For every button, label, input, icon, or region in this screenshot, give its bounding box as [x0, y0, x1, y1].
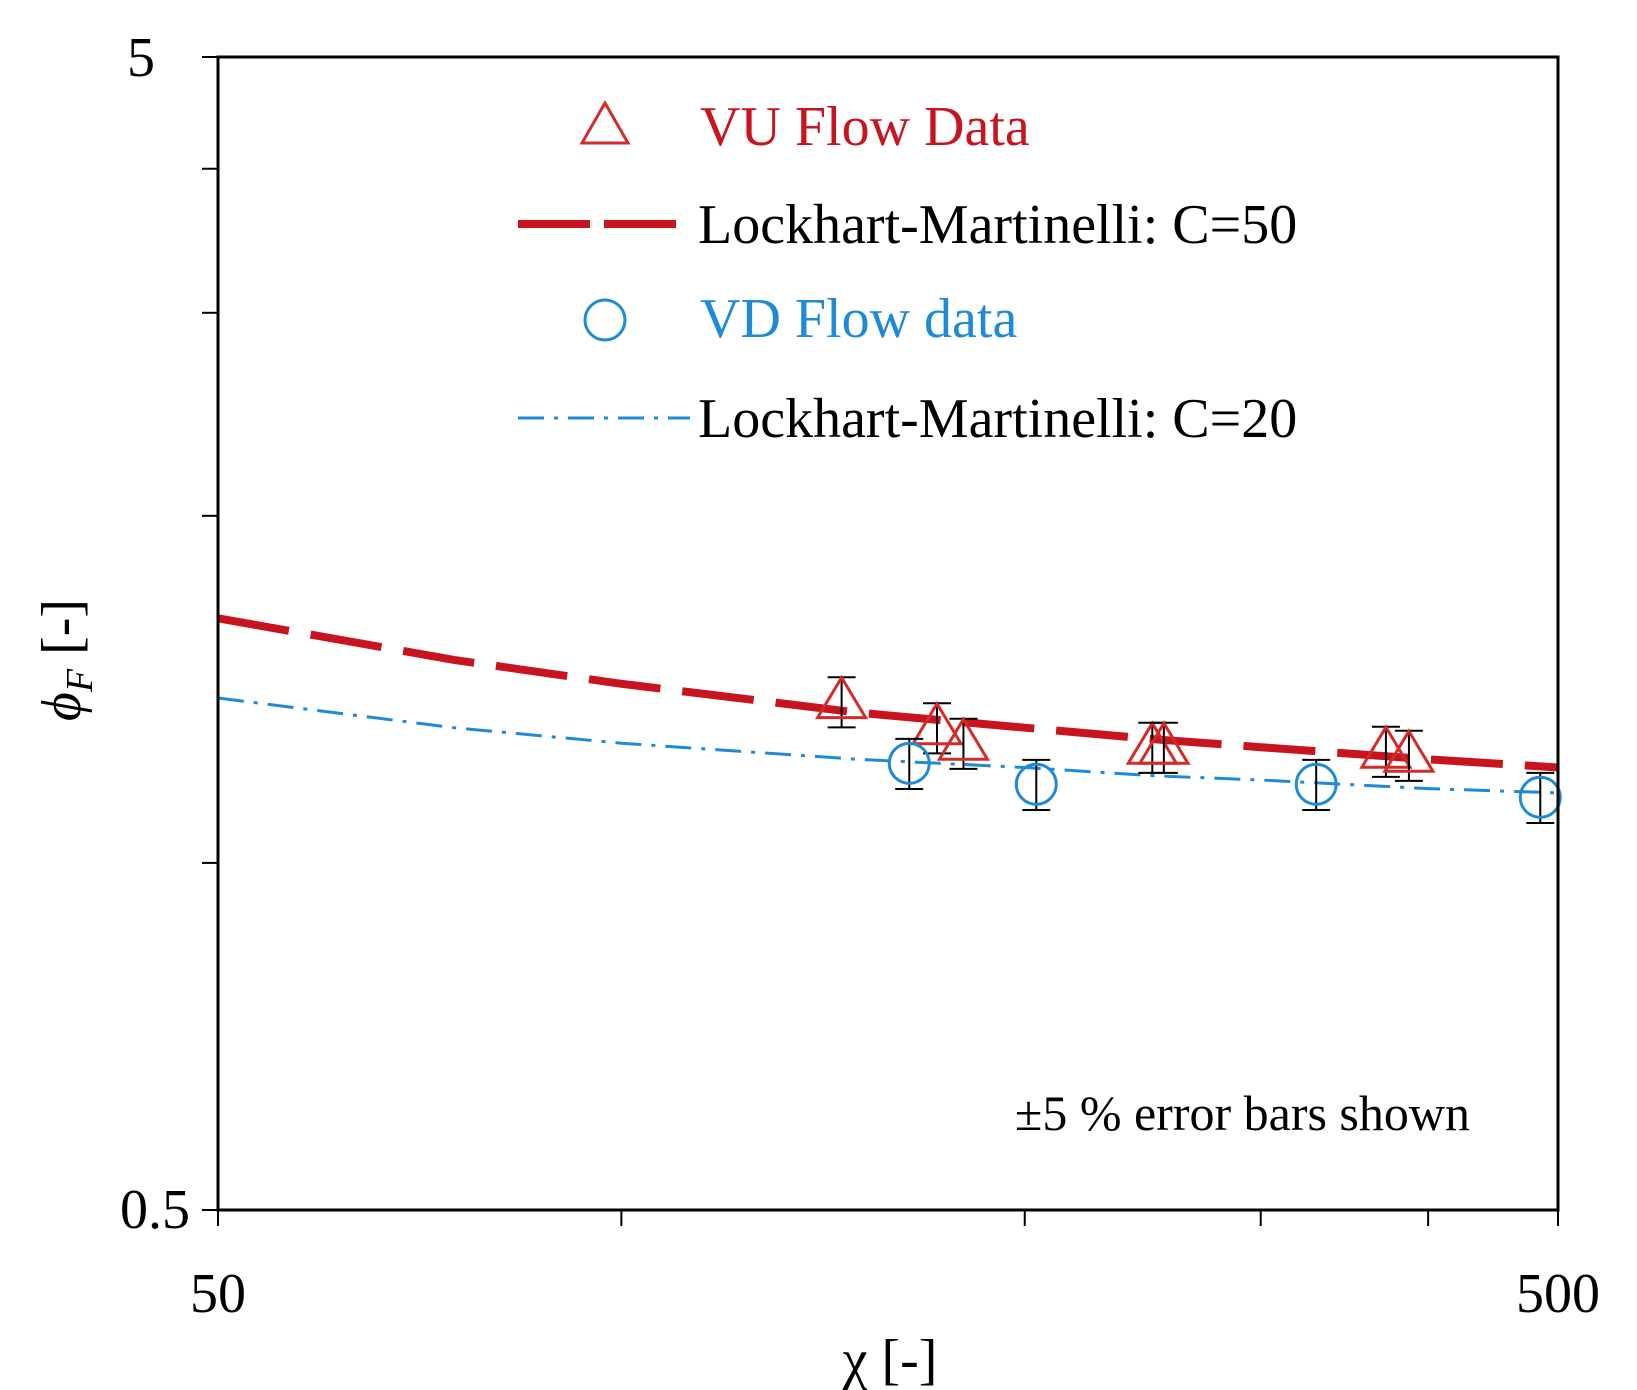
- legend-label-vu: VU Flow Data: [700, 96, 1030, 158]
- y-tick-label: 0.5: [120, 1179, 190, 1241]
- legend-item-vd: VD Flow data: [583, 288, 1017, 350]
- y-tick-label: 5: [127, 27, 155, 89]
- vu-data-point: [936, 716, 991, 770]
- vd-data-point: [1294, 758, 1338, 811]
- triangle-marker: [1382, 728, 1436, 773]
- svg-text:ϕF [-]: ϕF [-]: [31, 599, 101, 721]
- x-axis-title: χ [-]: [842, 1329, 938, 1390]
- triangle-marker: [1137, 720, 1191, 765]
- y-axis-subscript: F: [59, 668, 101, 693]
- y-axis-unit: [-]: [31, 599, 93, 669]
- vu-data-point: [1382, 728, 1436, 782]
- triangle-marker: [910, 700, 964, 746]
- triangle-marker: [814, 674, 869, 720]
- y-axis-symbol: ϕ: [31, 692, 93, 721]
- circle-marker: [887, 741, 931, 785]
- error-bar-note: ±5 % error bars shown: [1015, 1085, 1470, 1141]
- legend-label-vd: VD Flow data: [700, 288, 1017, 350]
- legend-triangle-marker: [579, 99, 631, 145]
- legend-label-lm20: Lockhart-Martinelli: C=20: [698, 388, 1297, 450]
- x-tick-label: 50: [190, 1263, 246, 1325]
- vd-data-point: [1014, 758, 1058, 811]
- x-tick-label: 500: [1516, 1263, 1600, 1325]
- series-layer: [217, 614, 1562, 824]
- legend-circle-marker: [583, 298, 627, 342]
- legend-item-lm50: Lockhart-Martinelli: C=50: [518, 194, 1297, 256]
- legend: VU Flow Data Lockhart-Martinelli: C=50 V…: [518, 96, 1297, 450]
- legend-item-lm20: Lockhart-Martinelli: C=20: [518, 388, 1297, 450]
- triangle-marker: [936, 716, 991, 761]
- circle-marker: [1014, 762, 1058, 806]
- vu-data-point: [1137, 720, 1191, 774]
- vd-data-point: [1518, 771, 1562, 824]
- circle-marker: [1518, 775, 1562, 819]
- legend-label-lm50: Lockhart-Martinelli: C=50: [698, 194, 1297, 256]
- y-axis-title: ϕF [-]: [31, 599, 101, 721]
- tick-layer: [202, 56, 1559, 1226]
- plot-frame: [216, 55, 1560, 1212]
- vu-data-point: [814, 674, 869, 729]
- series-line-c50: [217, 614, 1559, 772]
- circle-marker: [1294, 762, 1338, 806]
- legend-item-vu: VU Flow Data: [579, 96, 1030, 158]
- vd-data-point: [887, 737, 931, 791]
